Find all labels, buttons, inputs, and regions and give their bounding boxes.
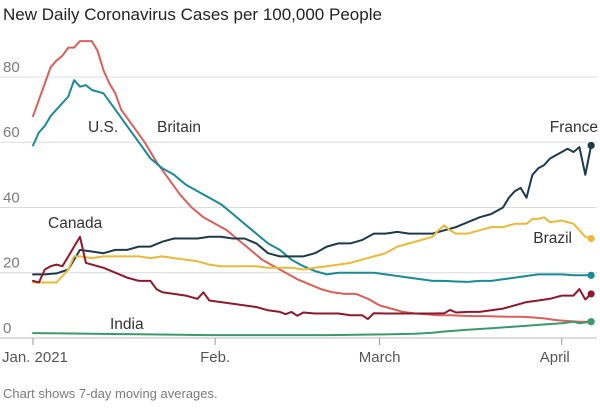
- chart-title: New Daily Coronavirus Cases per 100,000 …: [3, 5, 382, 24]
- series-line-britain: [32, 40, 593, 323]
- gridlines: [0, 76, 597, 339]
- chart-note: Chart shows 7-day moving averages.: [3, 386, 218, 401]
- series-label: Brazil: [533, 230, 572, 247]
- series-label: India: [110, 316, 144, 333]
- series-line-us: [32, 79, 593, 283]
- series-label: U.S.: [88, 119, 118, 136]
- series-endpoint: [587, 234, 595, 243]
- series-endpoint: [587, 271, 595, 279]
- x-tick-label: March: [359, 349, 401, 366]
- y-tick-label: 0: [3, 320, 11, 337]
- series-labels: Britain U.S. France Brazil Canada India: [48, 119, 598, 333]
- series-lines: [32, 40, 593, 337]
- series-label: France: [550, 119, 598, 136]
- series-line-canada: [32, 235, 593, 321]
- x-axis-ticks: Jan. 2021 Feb. March April: [2, 338, 570, 366]
- series-endpoint: [587, 290, 595, 298]
- series-endpoint: [587, 141, 595, 150]
- y-tick-label: 60: [3, 124, 20, 141]
- series-label: Britain: [157, 119, 201, 136]
- x-tick-label: Jan. 2021: [2, 349, 68, 366]
- x-tick-label: Feb.: [200, 349, 230, 366]
- series-line-india: [32, 320, 593, 337]
- y-tick-label: 80: [3, 59, 20, 76]
- series-line-france: [32, 144, 593, 276]
- y-axis-ticks: 0 20 40 60 80: [3, 59, 20, 337]
- x-tick-label: April: [540, 349, 570, 366]
- y-tick-label: 40: [3, 189, 20, 206]
- series-line-brazil: [32, 216, 593, 284]
- series-endpoints: [587, 141, 595, 326]
- series-endpoint: [587, 318, 595, 326]
- series-label: Canada: [48, 215, 103, 232]
- y-tick-label: 20: [3, 255, 20, 272]
